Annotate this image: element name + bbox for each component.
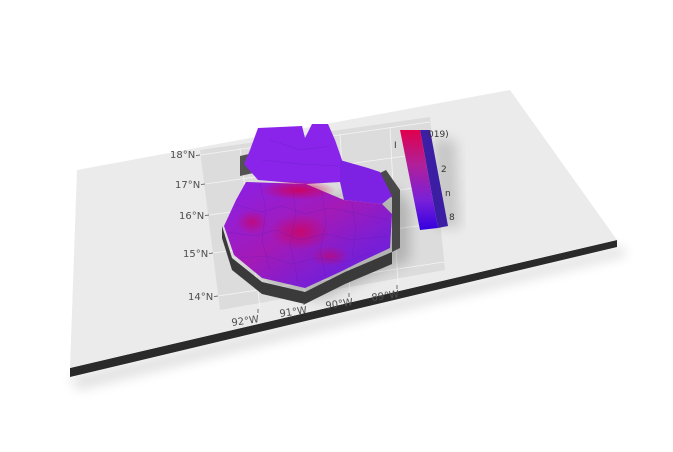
legend-tick-fragment: n <box>445 189 451 199</box>
lat-tick-label: 16°N <box>179 211 204 222</box>
lat-tick-label: 14°N <box>188 292 213 303</box>
legend-title-fragment: I <box>394 141 397 151</box>
lat-axis: 18°N 17°N 16°N 15°N 14°N <box>170 150 219 303</box>
plate-shadow <box>70 246 628 390</box>
hotspot-central <box>270 214 330 250</box>
lon-axis: 92°W 91°W 90°W 89°W <box>231 285 400 329</box>
legend-bar-side <box>420 130 448 228</box>
plate-edge <box>70 240 617 377</box>
legend: I 019) 2 n 8 <box>394 130 460 230</box>
lon-tick-label: 91°W <box>279 305 308 320</box>
legend-tick-fragment: 2 <box>441 165 447 175</box>
region-peten <box>244 124 342 184</box>
legend-colorbar <box>400 130 438 230</box>
lon-tick-label: 90°W <box>325 297 354 312</box>
legend-title-fragment: 019) <box>428 130 449 140</box>
lat-tick-label: 18°N <box>170 150 195 161</box>
hotspot-south <box>310 246 350 266</box>
lat-tick-label: 15°N <box>183 249 208 260</box>
guatemala-choropleth <box>224 124 392 288</box>
region-izabal <box>340 160 392 204</box>
lon-tick-label: 92°W <box>231 314 260 329</box>
lon-tick-label: 89°W <box>371 289 400 304</box>
hotspot-west <box>236 210 268 234</box>
hotspot-north <box>260 180 336 200</box>
lat-tick-label: 17°N <box>175 180 200 191</box>
legend-tick-fragment: 8 <box>449 213 455 223</box>
